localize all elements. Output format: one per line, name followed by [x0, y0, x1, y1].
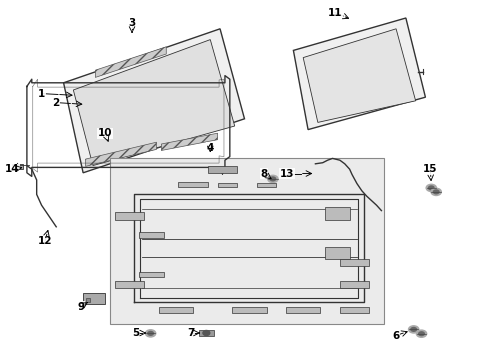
Text: 14: 14: [5, 164, 20, 174]
Circle shape: [425, 184, 436, 192]
Text: 1: 1: [38, 89, 45, 99]
Bar: [83, 293, 105, 304]
Circle shape: [417, 331, 424, 336]
Circle shape: [427, 185, 434, 190]
Circle shape: [147, 331, 154, 336]
Text: 5: 5: [132, 328, 139, 338]
Bar: [339, 259, 368, 266]
Bar: [256, 183, 276, 187]
Text: 13: 13: [279, 168, 294, 179]
Circle shape: [407, 325, 419, 334]
Bar: [115, 281, 144, 288]
Bar: [159, 307, 193, 313]
Text: 9: 9: [77, 302, 84, 312]
Polygon shape: [303, 29, 415, 122]
Bar: [217, 183, 237, 187]
Bar: [339, 307, 368, 313]
Polygon shape: [63, 29, 244, 173]
Bar: [285, 307, 320, 313]
Polygon shape: [95, 47, 166, 77]
Circle shape: [415, 329, 427, 338]
Bar: [12, 164, 23, 169]
Text: 10: 10: [98, 128, 112, 138]
Text: 3: 3: [128, 18, 135, 28]
Text: 8: 8: [260, 168, 267, 179]
Polygon shape: [161, 133, 217, 150]
Bar: [115, 212, 144, 220]
Polygon shape: [73, 40, 234, 166]
Text: 15: 15: [422, 164, 437, 174]
Text: 7: 7: [186, 328, 194, 338]
Text: 6: 6: [392, 330, 399, 341]
Bar: [232, 307, 266, 313]
Bar: [207, 166, 237, 173]
Circle shape: [266, 175, 278, 183]
Text: 12: 12: [38, 236, 52, 246]
Bar: [110, 158, 383, 324]
Bar: [198, 330, 214, 336]
Circle shape: [269, 176, 276, 181]
Polygon shape: [85, 142, 156, 166]
Circle shape: [144, 329, 156, 338]
Bar: [139, 232, 163, 238]
Circle shape: [432, 189, 439, 194]
Bar: [85, 298, 90, 302]
Bar: [325, 247, 349, 259]
Text: 2: 2: [53, 98, 60, 108]
Bar: [339, 281, 368, 288]
Bar: [178, 182, 207, 187]
Circle shape: [409, 327, 416, 332]
Text: 4: 4: [206, 143, 214, 153]
Text: 11: 11: [327, 8, 342, 18]
Polygon shape: [293, 18, 425, 130]
Circle shape: [429, 188, 441, 196]
Circle shape: [203, 330, 209, 336]
Bar: [325, 207, 349, 220]
Bar: [139, 272, 163, 277]
